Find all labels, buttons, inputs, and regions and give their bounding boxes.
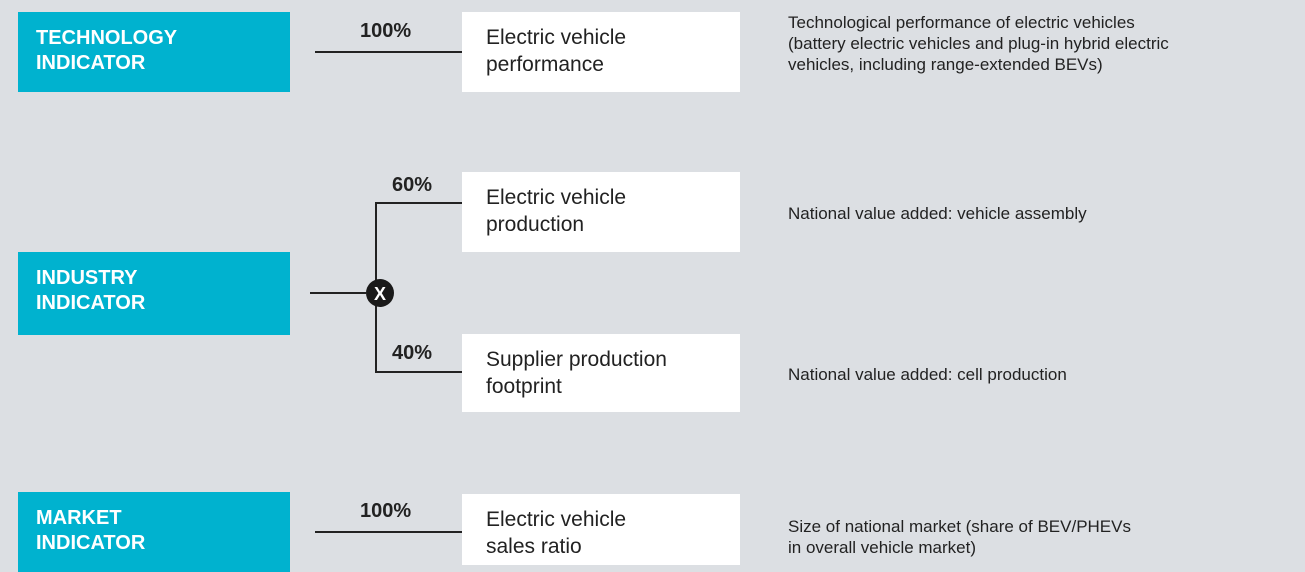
name: footprint bbox=[486, 375, 562, 398]
label: INDICATOR bbox=[36, 532, 146, 554]
name: performance bbox=[486, 53, 604, 76]
operator-circle bbox=[366, 279, 394, 307]
description-line: Size of national market (share of BEV/PH… bbox=[788, 517, 1131, 536]
component-box: Supplier production footprint bbox=[462, 334, 740, 412]
label: INDICATOR bbox=[36, 52, 146, 74]
name: production bbox=[486, 213, 585, 236]
component-box: Electric vehicle performance bbox=[462, 12, 740, 92]
description-line: in overall vehicle market) bbox=[788, 538, 977, 557]
connector bbox=[375, 202, 462, 280]
description: Technological performance of electric ve… bbox=[788, 12, 1169, 75]
label: MARKET bbox=[36, 507, 122, 529]
description-line: (battery electric vehicles and plug-in h… bbox=[788, 34, 1169, 53]
indicator-box: MARKET INDICATOR bbox=[18, 492, 290, 572]
description-line: vehicles, including range-extended BEVs) bbox=[788, 55, 1103, 74]
name: sales ratio bbox=[486, 535, 582, 558]
description-line: Technological performance of electric ve… bbox=[788, 13, 1135, 32]
name: Electric vehicle bbox=[486, 26, 627, 49]
weight: 100% bbox=[360, 500, 412, 522]
weight: 100% bbox=[360, 20, 412, 42]
name: Electric vehicle bbox=[486, 186, 627, 209]
operator: X bbox=[374, 284, 386, 304]
description: National value added: vehicle assembly bbox=[788, 203, 1087, 224]
weight: 40% bbox=[392, 342, 433, 364]
description: Size of national market (share of BEV/PH… bbox=[788, 516, 1131, 558]
indicator-box: INDUSTRY INDICATOR bbox=[18, 252, 290, 335]
connector bbox=[375, 306, 462, 373]
name: Electric vehicle bbox=[486, 508, 627, 531]
label: TECHNOLOGY bbox=[36, 27, 178, 49]
label: INDICATOR bbox=[36, 292, 146, 314]
weight: 60% bbox=[392, 174, 433, 196]
description: National value added: cell production bbox=[788, 364, 1067, 385]
label: INDUSTRY bbox=[36, 267, 138, 289]
name: Supplier production bbox=[486, 348, 667, 371]
description-line: National value added: cell production bbox=[788, 365, 1067, 384]
description-line: National value added: vehicle assembly bbox=[788, 204, 1087, 223]
indicator-box: TECHNOLOGY INDICATOR bbox=[18, 12, 290, 92]
component-box: Electric vehicle production bbox=[462, 172, 740, 252]
component-box: Electric vehicle sales ratio bbox=[462, 494, 740, 565]
